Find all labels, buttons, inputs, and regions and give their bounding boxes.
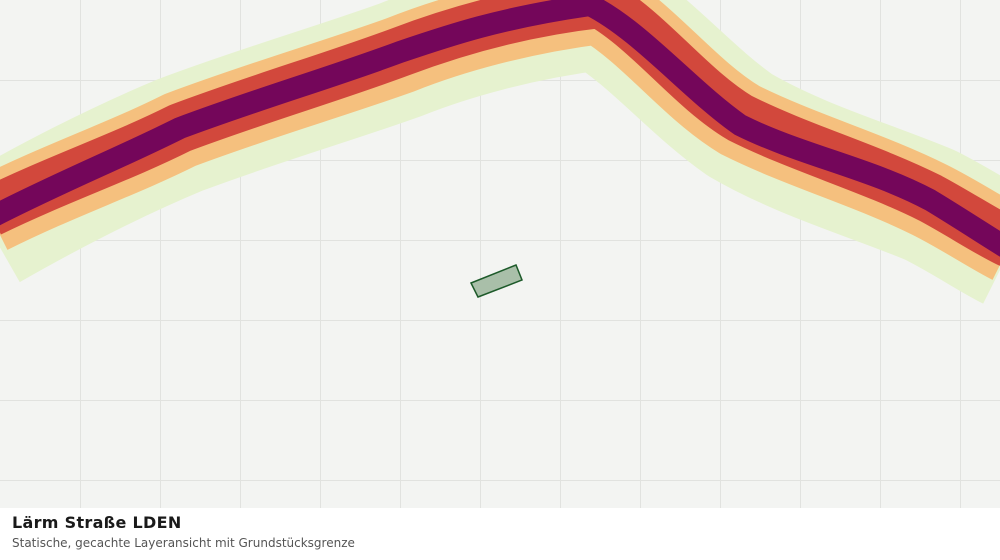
map-subtitle: Statische, gecachte Layeransicht mit Gru… [12,536,355,550]
noise-zone-very-high [0,0,1000,257]
noise-layer [0,0,1000,304]
map-title: Lärm Straße LDEN [12,513,182,532]
map [0,0,1000,508]
parcel-boundary [469,264,523,298]
